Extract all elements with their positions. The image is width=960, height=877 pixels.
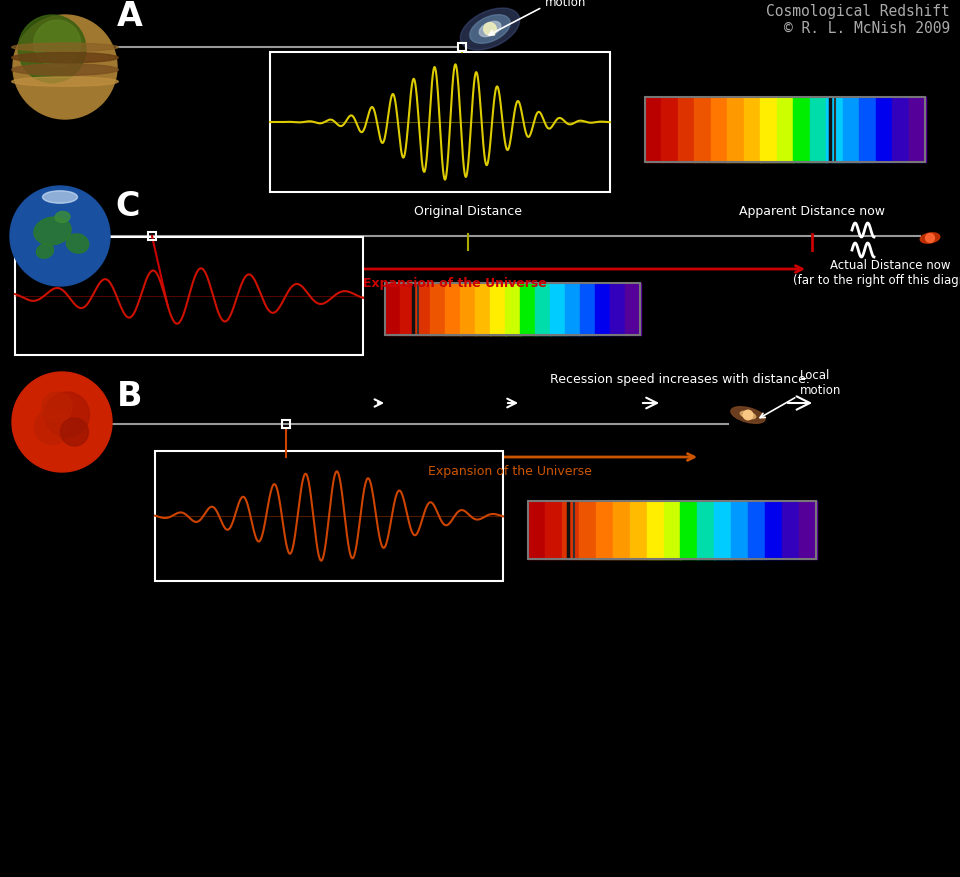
Bar bbox=[282, 420, 290, 428]
Ellipse shape bbox=[36, 244, 54, 258]
Circle shape bbox=[42, 392, 72, 422]
Bar bbox=[630, 501, 647, 559]
Bar bbox=[445, 283, 461, 335]
Bar bbox=[748, 501, 766, 559]
Bar bbox=[827, 97, 843, 162]
Bar bbox=[415, 283, 430, 335]
Bar bbox=[505, 283, 520, 335]
Circle shape bbox=[10, 186, 110, 286]
Circle shape bbox=[484, 23, 496, 35]
Bar bbox=[859, 97, 876, 162]
Bar bbox=[460, 283, 475, 335]
Bar bbox=[793, 97, 810, 162]
Bar bbox=[565, 283, 581, 335]
Bar bbox=[908, 97, 925, 162]
Circle shape bbox=[925, 233, 934, 242]
Bar bbox=[678, 97, 695, 162]
Bar bbox=[458, 43, 466, 51]
Circle shape bbox=[35, 410, 69, 445]
Ellipse shape bbox=[12, 77, 118, 86]
Circle shape bbox=[18, 15, 85, 82]
Ellipse shape bbox=[66, 234, 88, 253]
Ellipse shape bbox=[42, 191, 78, 203]
Bar bbox=[625, 283, 640, 335]
Bar bbox=[562, 501, 579, 559]
Bar bbox=[610, 283, 626, 335]
Ellipse shape bbox=[12, 53, 118, 63]
Ellipse shape bbox=[469, 15, 510, 43]
Ellipse shape bbox=[921, 232, 940, 243]
Bar bbox=[744, 97, 760, 162]
Bar bbox=[385, 283, 640, 335]
Bar bbox=[580, 283, 595, 335]
Ellipse shape bbox=[460, 8, 519, 50]
Ellipse shape bbox=[12, 43, 118, 52]
Bar bbox=[490, 283, 506, 335]
Text: Expansion of the Universe: Expansion of the Universe bbox=[428, 465, 592, 478]
Text: Expansion of the Universe: Expansion of the Universe bbox=[363, 277, 547, 290]
Circle shape bbox=[44, 392, 89, 437]
Ellipse shape bbox=[55, 211, 70, 223]
Bar bbox=[645, 97, 662, 162]
Bar bbox=[714, 501, 732, 559]
Ellipse shape bbox=[12, 64, 118, 75]
Bar bbox=[579, 501, 596, 559]
Bar bbox=[475, 283, 491, 335]
Ellipse shape bbox=[731, 407, 765, 424]
Bar bbox=[694, 97, 711, 162]
Bar bbox=[15, 237, 363, 355]
Bar bbox=[661, 97, 679, 162]
Bar bbox=[612, 501, 630, 559]
Bar bbox=[732, 501, 749, 559]
Bar bbox=[782, 501, 800, 559]
Bar bbox=[697, 501, 715, 559]
Text: C: C bbox=[116, 190, 140, 224]
Ellipse shape bbox=[740, 411, 756, 418]
Bar bbox=[528, 501, 545, 559]
Bar bbox=[892, 97, 909, 162]
Circle shape bbox=[743, 410, 753, 420]
Circle shape bbox=[60, 418, 88, 446]
Text: Actual Distance now
(far to the right off this diagram): Actual Distance now (far to the right of… bbox=[793, 259, 960, 287]
Bar bbox=[843, 97, 859, 162]
Circle shape bbox=[34, 20, 81, 67]
Bar bbox=[645, 97, 925, 162]
Bar bbox=[647, 501, 664, 559]
Bar bbox=[430, 283, 445, 335]
Text: B: B bbox=[117, 381, 143, 413]
Bar bbox=[760, 97, 778, 162]
Bar bbox=[550, 283, 565, 335]
Bar bbox=[663, 501, 681, 559]
Text: Local
motion: Local motion bbox=[760, 369, 841, 417]
Ellipse shape bbox=[479, 21, 501, 37]
Bar bbox=[809, 97, 827, 162]
Circle shape bbox=[12, 372, 112, 472]
Bar bbox=[876, 97, 893, 162]
Bar bbox=[270, 52, 610, 192]
Bar bbox=[400, 283, 416, 335]
Bar bbox=[385, 283, 400, 335]
Bar bbox=[711, 97, 728, 162]
Bar bbox=[155, 451, 503, 581]
Bar bbox=[148, 232, 156, 240]
Bar bbox=[595, 283, 611, 335]
Text: Local
motion: Local motion bbox=[489, 0, 587, 35]
Bar bbox=[535, 283, 550, 335]
Bar bbox=[520, 283, 536, 335]
Bar bbox=[681, 501, 698, 559]
Circle shape bbox=[13, 15, 117, 119]
Bar bbox=[799, 501, 817, 559]
Text: A: A bbox=[117, 1, 143, 33]
Bar bbox=[728, 97, 744, 162]
Ellipse shape bbox=[34, 217, 71, 245]
Bar bbox=[777, 97, 794, 162]
Bar bbox=[545, 501, 563, 559]
Text: Apparent Distance now: Apparent Distance now bbox=[739, 205, 885, 218]
Text: Cosmological Redshift
© R. L. McNish 2009: Cosmological Redshift © R. L. McNish 200… bbox=[766, 4, 950, 37]
Text: Recession speed increases with distance.: Recession speed increases with distance. bbox=[550, 373, 810, 386]
Text: Original Distance: Original Distance bbox=[414, 205, 522, 218]
Bar bbox=[596, 501, 613, 559]
Bar bbox=[765, 501, 782, 559]
Bar bbox=[528, 501, 816, 559]
